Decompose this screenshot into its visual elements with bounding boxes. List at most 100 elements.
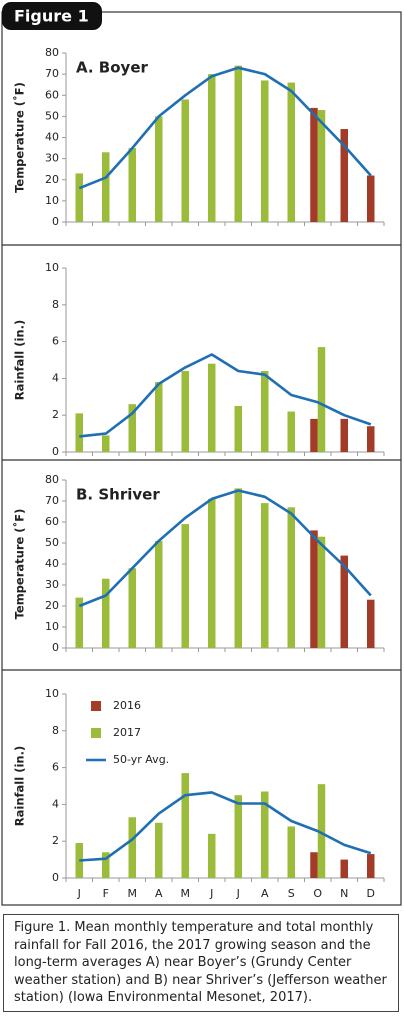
x-tick-label: O bbox=[313, 887, 322, 900]
x-tick-label: N bbox=[340, 887, 348, 900]
y-tick-label: 2 bbox=[52, 408, 59, 421]
bar bbox=[340, 418, 348, 452]
legend-label: 2017 bbox=[113, 726, 141, 739]
legend-label: 2016 bbox=[113, 699, 141, 712]
y-tick-label: 10 bbox=[45, 687, 59, 700]
bar bbox=[287, 826, 295, 878]
y-tick-label: 0 bbox=[52, 445, 59, 458]
line bbox=[79, 353, 372, 438]
x-tick-label: J bbox=[77, 887, 81, 900]
y-axis-label: Temperature (˚F) bbox=[12, 82, 27, 193]
y-axis-label: Temperature (˚F) bbox=[12, 509, 27, 620]
bar bbox=[102, 152, 110, 222]
bar bbox=[234, 488, 242, 648]
y-tick-label: 50 bbox=[45, 536, 59, 549]
y-tick-label: 0 bbox=[52, 641, 59, 654]
line bbox=[79, 791, 372, 862]
y-tick-label: 8 bbox=[52, 298, 59, 311]
line bbox=[78, 489, 372, 608]
bar bbox=[102, 435, 110, 452]
bar bbox=[310, 107, 318, 222]
x-tick-label: A bbox=[261, 887, 269, 900]
bar bbox=[234, 795, 242, 878]
legend-swatch bbox=[91, 701, 101, 711]
bar bbox=[261, 791, 269, 878]
bar bbox=[208, 74, 216, 222]
badge bbox=[2, 2, 102, 30]
x-tick-label: S bbox=[288, 887, 295, 900]
x-tick-label: D bbox=[367, 887, 375, 900]
line bbox=[78, 66, 372, 190]
bar bbox=[367, 175, 375, 222]
bar bbox=[75, 173, 83, 222]
bar bbox=[155, 822, 163, 878]
y-tick-label: 70 bbox=[45, 67, 59, 80]
legend-swatch bbox=[91, 728, 101, 738]
x-tick-label: M bbox=[128, 887, 138, 900]
x-tick-label: J bbox=[236, 887, 240, 900]
bar bbox=[181, 773, 189, 878]
legend-label: 50-yr Avg. bbox=[113, 753, 169, 766]
bar bbox=[367, 426, 375, 452]
y-tick-label: 50 bbox=[45, 109, 59, 122]
y-tick-label: 40 bbox=[45, 131, 59, 144]
y-tick-label: 10 bbox=[45, 261, 59, 274]
y-tick-label: 2 bbox=[52, 834, 59, 847]
y-tick-label: 20 bbox=[45, 173, 59, 186]
y-tick-label: 0 bbox=[52, 871, 59, 884]
bar bbox=[261, 80, 269, 223]
y-tick-label: 30 bbox=[45, 152, 59, 165]
y-tick-label: 4 bbox=[52, 797, 59, 810]
caption: Figure 1. Mean monthly temperature and t… bbox=[3, 914, 399, 1012]
bar bbox=[340, 859, 348, 878]
bar bbox=[208, 833, 216, 878]
bar bbox=[75, 597, 83, 648]
frame bbox=[1, 11, 402, 906]
y-tick-label: 80 bbox=[45, 46, 59, 59]
figure-label: Figure 1 bbox=[14, 7, 89, 26]
bar bbox=[287, 411, 295, 452]
bar bbox=[128, 148, 136, 222]
y-tick-label: 20 bbox=[45, 599, 59, 612]
bar bbox=[234, 65, 242, 222]
x-tick-label: F bbox=[103, 887, 109, 900]
y-axis-label: Rainfall (in.) bbox=[13, 320, 27, 400]
y-tick-label: 80 bbox=[45, 473, 59, 486]
y-tick-label: 10 bbox=[45, 194, 59, 207]
y-tick-label: 4 bbox=[52, 371, 59, 384]
y-tick-label: 30 bbox=[45, 578, 59, 591]
y-tick-label: 8 bbox=[52, 724, 59, 737]
bar bbox=[128, 817, 136, 878]
bar bbox=[340, 129, 348, 222]
y-axis-label: Rainfall (in.) bbox=[13, 746, 27, 826]
bar bbox=[261, 371, 269, 452]
y-tick-label: 10 bbox=[45, 620, 59, 633]
bar bbox=[317, 347, 326, 452]
y-tick-label: 60 bbox=[45, 88, 59, 101]
bar bbox=[261, 503, 269, 648]
bar bbox=[208, 363, 216, 452]
y-tick-label: 0 bbox=[52, 215, 59, 228]
bar bbox=[367, 854, 375, 878]
bar bbox=[317, 110, 326, 222]
bar bbox=[310, 530, 318, 648]
bar bbox=[234, 406, 242, 452]
x-tick-label: J bbox=[209, 887, 213, 900]
y-tick-label: 6 bbox=[52, 761, 59, 774]
x-tick-label: A bbox=[155, 887, 163, 900]
bar bbox=[75, 413, 83, 452]
bar bbox=[128, 404, 136, 452]
bar bbox=[155, 116, 163, 222]
y-tick-label: 60 bbox=[45, 515, 59, 528]
bar bbox=[128, 568, 136, 648]
bar bbox=[155, 382, 163, 452]
bar bbox=[287, 507, 295, 648]
y-tick-label: 40 bbox=[45, 557, 59, 570]
panel-title: A. Boyer bbox=[76, 59, 148, 77]
bar bbox=[340, 555, 348, 648]
bar bbox=[310, 418, 318, 452]
bar bbox=[102, 578, 110, 648]
x-tick-label: M bbox=[181, 887, 191, 900]
